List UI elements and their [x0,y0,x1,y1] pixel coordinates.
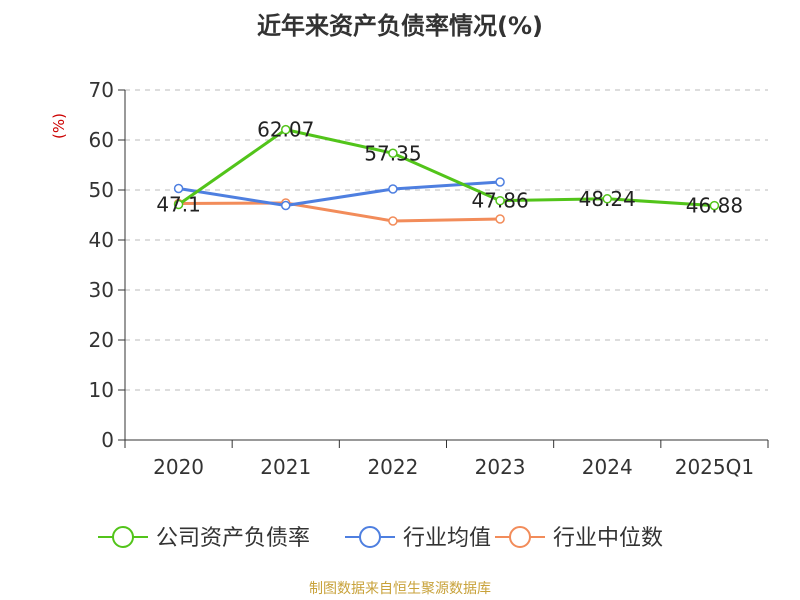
x-tick-label: 2020 [153,455,204,479]
legend-label: 行业中位数 [553,526,663,551]
data-point [388,148,398,158]
data-point [495,177,505,187]
y-tick-label: 50 [89,178,114,202]
source-note: 制图数据来自恒生聚源数据库 [309,581,491,597]
data-point [709,200,720,211]
y-tick-label: 20 [89,328,114,352]
series-line [177,128,715,208]
legend-label: 行业均值 [403,526,491,551]
y-tick-label: 60 [89,128,114,152]
data-point [495,214,505,224]
axes: 0 10 20 30 40 50 60 70 2020 2021 2022 2023 2024 2025Q… [89,78,769,479]
y-tick-label: 70 [89,78,114,102]
data-point [173,183,184,194]
data-point [281,124,291,135]
data-point [388,184,398,194]
legend-marker [359,526,381,548]
x-tick-label: 2025Q1 [675,455,754,479]
y-tick-label: 0 [101,428,114,452]
x-tick-label: 2024 [582,455,633,479]
series-line [178,201,501,223]
y-tick-label: 30 [89,278,114,302]
chart-title: 近年来资产负债率情况(%) [257,12,543,40]
data-point [388,216,398,226]
legend-marker [509,526,531,548]
data-label: 48.24 [579,187,636,211]
x-tick-label: 2023 [475,455,526,479]
legend-label: 公司资产负债率 [156,526,310,551]
data-labels: 47.1 62.07 57.35 47.86 48.24 46.88 [156,118,743,218]
y-axis-label: (%) [50,113,68,139]
y-tick-label: 10 [89,378,114,402]
data-label: 47.1 [156,193,201,217]
legend: 公司资产负债率 行业均值 行业中位数 [98,526,663,551]
series-lines [173,124,720,226]
data-label: 57.35 [364,141,421,165]
data-label: 46.88 [686,194,743,218]
data-label: 62.07 [257,118,314,142]
data-point [281,200,291,211]
series-line [178,180,501,207]
grid-lines [125,89,768,391]
y-tick-label: 40 [89,228,114,252]
x-tick-label: 2022 [367,455,418,479]
data-point [173,199,184,210]
x-tick-label: 2021 [260,455,311,479]
data-label: 47.86 [471,189,528,213]
legend-marker [112,526,134,548]
data-point [495,195,505,206]
data-point [602,194,612,204]
